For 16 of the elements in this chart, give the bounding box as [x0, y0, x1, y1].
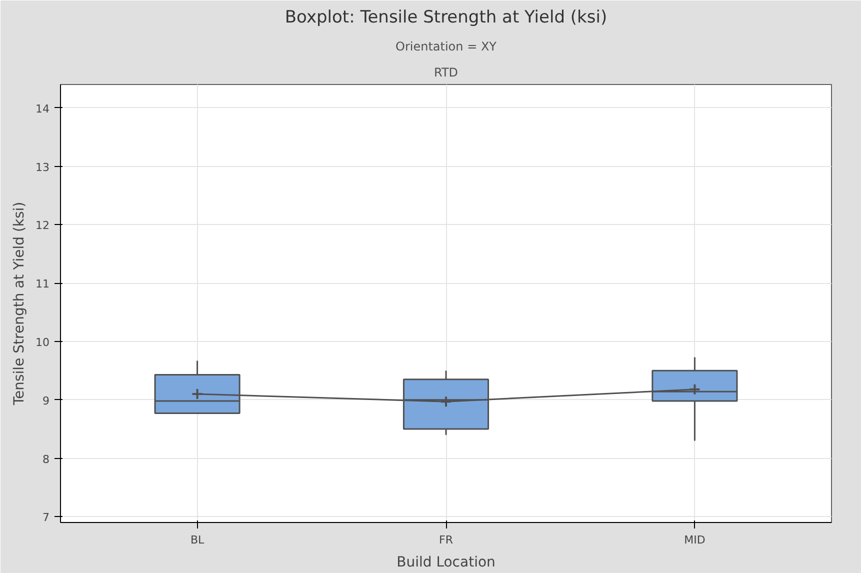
x-tick-label: BL [190, 534, 205, 546]
x-tick-label: MID [684, 534, 706, 546]
x-axis-title: Build Location [396, 554, 496, 570]
chart-subtitle: Orientation = XY [396, 40, 498, 54]
chart-title: Boxplot: Tensile Strength at Yield (ksi) [284, 8, 608, 28]
y-tick-label: 11 [36, 278, 50, 291]
y-tick-label: 9 [42, 394, 50, 408]
text: RTD [434, 66, 458, 80]
y-tick-label: 7 [42, 511, 50, 524]
y-tick-label: 10 [36, 336, 50, 349]
y-tick-label: 13 [36, 160, 50, 174]
y-tick-label: 12 [36, 219, 50, 232]
x-tick-label: FR [439, 534, 454, 546]
y-axis-title: Tensile Strength at Yield (ksi) [12, 202, 28, 406]
y-tick-label: 14 [36, 102, 50, 116]
y-tick-label: 8 [42, 452, 50, 466]
